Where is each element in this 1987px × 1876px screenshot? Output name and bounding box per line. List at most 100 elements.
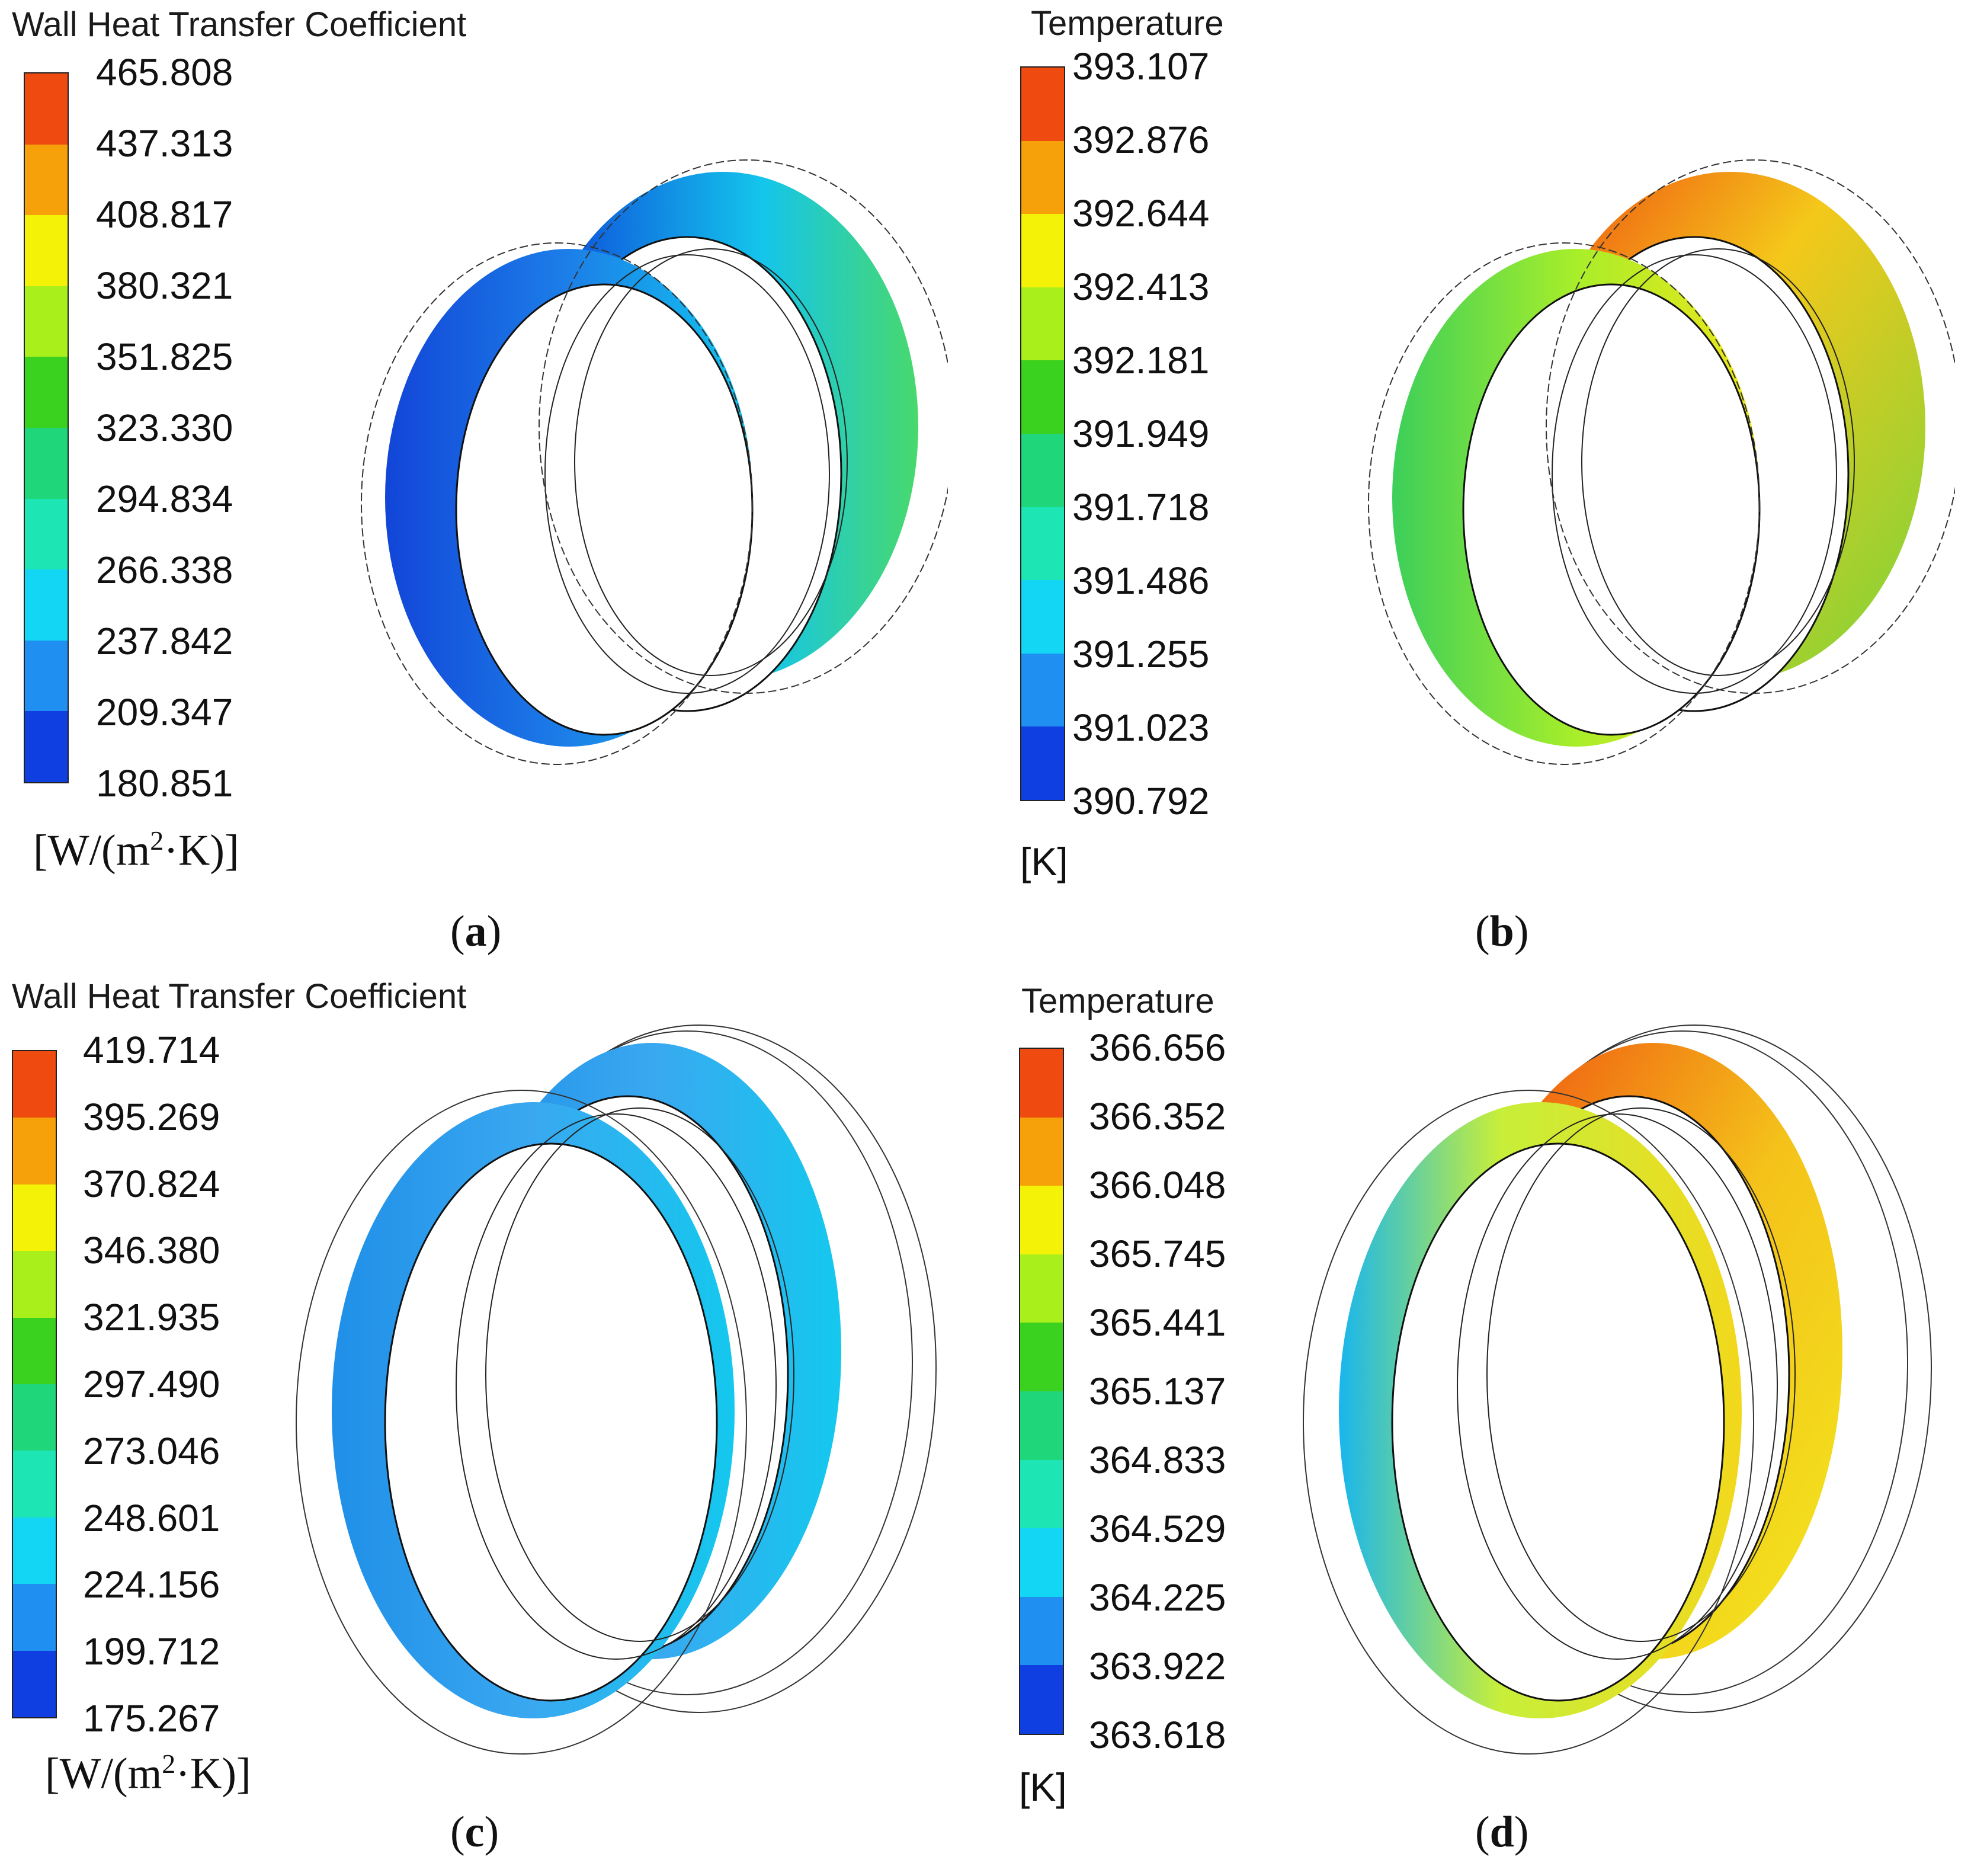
legend-title: Temperature <box>1031 4 1224 43</box>
tick-label: 419.714 <box>83 1029 220 1071</box>
colorbar-band <box>13 1051 56 1119</box>
tick-label: 366.048 <box>1089 1164 1226 1206</box>
panel-d: Temperature [K] (d) 366.656 366.352 366.04… <box>1007 972 1955 1856</box>
colorbar-band <box>1021 653 1064 728</box>
tick-label: 437.313 <box>96 122 233 165</box>
tick-label: 323.330 <box>96 406 233 449</box>
colorbar-band <box>1020 1117 1063 1187</box>
colorbar-band <box>1021 287 1064 362</box>
tick-label: 365.137 <box>1089 1370 1226 1413</box>
colorbar-band <box>1020 1596 1063 1667</box>
unit-label: [K] <box>1019 1765 1067 1809</box>
colorbar-band <box>13 1118 56 1186</box>
colorbar-band <box>25 286 68 358</box>
tick-label: 366.656 <box>1089 1026 1226 1069</box>
colorbar-band <box>13 1251 56 1319</box>
colorbar <box>1019 1048 1064 1735</box>
tick-label: 266.338 <box>96 549 233 591</box>
caption-c: (c) <box>450 1808 499 1856</box>
tick-label: 392.181 <box>1072 339 1210 382</box>
colorbar-band <box>1020 1186 1063 1256</box>
colorbar-band <box>25 640 68 713</box>
tick-label: 395.269 <box>83 1095 220 1138</box>
tick-label: 408.817 <box>96 193 233 236</box>
colorbar-band <box>1021 580 1064 655</box>
colorbar-band <box>1020 1391 1063 1461</box>
caption-d: (d) <box>1475 1808 1529 1856</box>
tick-label: 180.851 <box>96 762 233 805</box>
tick-label: 391.255 <box>1072 633 1210 676</box>
tick-label: 297.490 <box>83 1363 220 1406</box>
tick-label: 237.842 <box>96 620 233 662</box>
colorbar-band <box>13 1451 56 1519</box>
tick-label: 391.486 <box>1072 559 1210 602</box>
colorbar <box>24 72 69 783</box>
colorbar-band <box>1020 1323 1063 1393</box>
tick-label: 390.792 <box>1072 780 1210 822</box>
tick-label: 321.935 <box>83 1296 220 1339</box>
tick-label: 209.347 <box>96 691 233 734</box>
tick-label: 351.825 <box>96 335 233 378</box>
tick-label: 391.949 <box>1072 412 1210 455</box>
colorbar-band <box>25 569 68 642</box>
colorbar-band <box>1020 1665 1063 1734</box>
panel-c: Wall Heat Transfer Coefficient [W/(m2·K)… <box>0 972 948 1856</box>
colorbar-band <box>25 498 68 571</box>
tick-label: 392.644 <box>1072 192 1210 235</box>
colorbar-band <box>1021 140 1064 216</box>
panel-b: Temperature [K] (b) 393.107 392.876 392.64… <box>1007 0 1955 956</box>
ring-model-b <box>1368 159 1955 765</box>
tick-label: 224.156 <box>83 1563 220 1606</box>
caption-b: (b) <box>1475 907 1529 956</box>
colorbar-band <box>1020 1254 1063 1324</box>
colorbar-band <box>1021 507 1064 582</box>
tick-label: 391.718 <box>1072 486 1210 529</box>
colorbar-band <box>13 1517 56 1586</box>
colorbar-band <box>13 1184 56 1253</box>
colorbar-band <box>1020 1049 1063 1119</box>
colorbar-band <box>25 357 68 430</box>
colorbar-band <box>13 1317 56 1386</box>
tick-label: 346.380 <box>83 1229 220 1272</box>
colorbar-band <box>25 711 68 782</box>
tick-label: 380.321 <box>96 264 233 307</box>
colorbar-band <box>1020 1528 1063 1599</box>
colorbar-band <box>13 1650 56 1717</box>
ring-model-a <box>361 159 948 765</box>
tick-label: 465.808 <box>96 51 233 94</box>
ring-model-c <box>296 1025 937 1755</box>
colorbar <box>12 1050 57 1718</box>
tick-label: 364.529 <box>1089 1507 1226 1550</box>
colorbar <box>1020 66 1065 801</box>
legend-title: Temperature <box>1021 982 1214 1020</box>
tick-label: 364.225 <box>1089 1576 1226 1619</box>
tick-label: 365.745 <box>1089 1232 1226 1275</box>
colorbar-band <box>25 428 68 500</box>
colorbar-band <box>1021 726 1064 800</box>
tick-label: 393.107 <box>1072 45 1210 88</box>
colorbar-band <box>1021 434 1064 509</box>
legend-title: Wall Heat Transfer Coefficient <box>12 977 467 1016</box>
colorbar-band <box>25 144 68 217</box>
tick-label: 391.023 <box>1072 706 1210 749</box>
tick-label: 363.618 <box>1089 1714 1226 1756</box>
unit-label: [K] <box>1020 840 1068 883</box>
tick-label: 199.712 <box>83 1630 220 1673</box>
tick-label: 363.922 <box>1089 1645 1226 1688</box>
colorbar-band <box>1021 360 1064 436</box>
tick-label: 364.833 <box>1089 1439 1226 1481</box>
tick-label: 365.441 <box>1089 1301 1226 1344</box>
tick-label: 370.824 <box>83 1162 220 1205</box>
tick-label: 392.413 <box>1072 265 1210 308</box>
colorbar-band <box>13 1384 56 1452</box>
unit-label: [W/(m2·K)] <box>33 825 239 875</box>
colorbar-band <box>1020 1459 1063 1530</box>
colorbar-band <box>25 215 68 288</box>
tick-label: 248.601 <box>83 1496 220 1539</box>
colorbar-band <box>1021 214 1064 289</box>
legend-title: Wall Heat Transfer Coefficient <box>12 5 467 44</box>
tick-label: 392.876 <box>1072 119 1210 161</box>
panel-a: Wall Heat Transfer Coefficient [W/(m2·K)… <box>0 0 948 956</box>
ring-model-d <box>1303 1025 1932 1755</box>
tick-label: 366.352 <box>1089 1095 1226 1138</box>
